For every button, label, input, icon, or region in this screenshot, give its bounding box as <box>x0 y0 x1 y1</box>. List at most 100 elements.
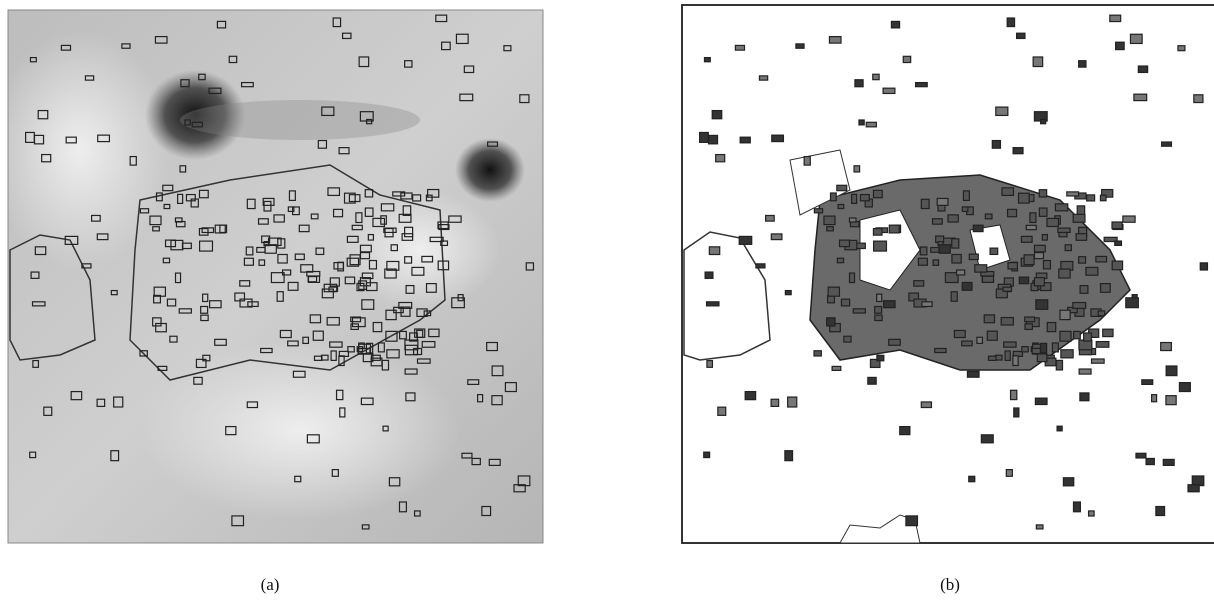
region-cell <box>954 330 965 337</box>
region-cell <box>1005 351 1010 360</box>
region-cell <box>841 299 849 306</box>
region-cell <box>1138 66 1147 72</box>
region-cell <box>707 302 719 306</box>
region-cell <box>935 348 946 352</box>
region-cell <box>1194 95 1203 103</box>
region-cell <box>859 120 864 125</box>
region-cell <box>914 281 924 286</box>
region-cell <box>1001 318 1013 325</box>
region-cell <box>829 37 841 44</box>
region-cell <box>1079 61 1086 67</box>
region-cell <box>1087 195 1095 201</box>
region-cell <box>740 137 750 143</box>
region-cell <box>1179 383 1190 392</box>
region-cell <box>1123 216 1135 222</box>
region-cell <box>1092 359 1105 363</box>
region-cell <box>977 337 983 343</box>
region-cell <box>759 76 767 80</box>
region-cell <box>771 234 782 240</box>
region-cell <box>982 276 993 282</box>
region-cell <box>1034 245 1045 252</box>
region-cell <box>875 315 882 320</box>
region-cell <box>1025 317 1035 322</box>
region-cell <box>1130 34 1142 43</box>
region-cell <box>844 336 851 342</box>
region-cell <box>1146 458 1154 464</box>
region-cell <box>1073 502 1080 512</box>
region-cell <box>1110 15 1121 21</box>
region-cell <box>990 248 998 254</box>
region-cell <box>962 207 968 211</box>
region-cell <box>1103 329 1113 336</box>
region-cell <box>1026 225 1036 229</box>
region-cell <box>1024 255 1034 265</box>
region-cell <box>832 366 841 370</box>
region-cell <box>1022 347 1028 352</box>
region-cell <box>981 435 993 443</box>
region-cell <box>973 225 983 231</box>
region-cell <box>1056 360 1062 370</box>
region-cell <box>1036 300 1048 309</box>
region-cell <box>785 451 793 461</box>
region-cell <box>1040 343 1046 353</box>
region-cell <box>1039 208 1047 216</box>
region-cell <box>1008 263 1017 269</box>
region-cell <box>1100 195 1106 201</box>
region-cell <box>700 132 709 142</box>
region-cell <box>920 247 927 255</box>
region-cell <box>957 270 965 275</box>
region-cell <box>1002 188 1013 196</box>
region-cell <box>877 294 882 301</box>
region-cell <box>704 452 710 457</box>
region-cell <box>868 377 876 384</box>
region-cell <box>860 195 869 201</box>
region-cell <box>1142 380 1153 385</box>
region-cell <box>1059 269 1070 278</box>
region-cell <box>1033 57 1043 67</box>
region-cell <box>873 229 882 236</box>
region-cell <box>814 351 821 356</box>
region-cell <box>889 225 899 233</box>
region-cell <box>1096 256 1107 262</box>
region-cell <box>1134 94 1147 100</box>
page: (a) (b) (() => { const data = JSON.parse… <box>0 0 1214 600</box>
region-cell <box>1007 18 1014 27</box>
region-cell <box>840 240 850 247</box>
region-cell <box>874 241 887 251</box>
region-cell <box>735 45 744 50</box>
region-cell <box>1152 395 1157 402</box>
region-cell <box>1065 245 1071 251</box>
region-cell <box>1019 193 1030 203</box>
region-cell <box>837 258 843 262</box>
region-cell <box>1060 331 1071 341</box>
region-cell <box>1043 261 1050 269</box>
region-cell <box>739 236 751 244</box>
region-cell <box>827 318 835 326</box>
region-cell <box>939 245 950 253</box>
region-cell <box>1047 323 1055 332</box>
region-cell <box>866 122 876 127</box>
region-cell <box>1067 192 1079 196</box>
region-cell <box>1034 253 1043 259</box>
region-cell <box>962 282 972 290</box>
region-cell <box>1096 342 1109 348</box>
region-cell <box>1115 241 1122 245</box>
region-cell <box>1136 453 1146 458</box>
region-cell <box>1076 234 1086 241</box>
region-cell <box>1008 209 1017 216</box>
region-cell <box>1074 331 1081 338</box>
region-cell <box>1086 267 1098 275</box>
region-cell <box>873 74 879 79</box>
region-cell <box>948 215 958 222</box>
region-cell <box>1163 459 1174 465</box>
region-cell <box>854 166 860 172</box>
region-cell <box>814 209 822 213</box>
region-cell <box>1080 393 1089 401</box>
region-cell <box>853 309 865 313</box>
region-cell <box>952 254 961 263</box>
region-cell <box>705 272 713 278</box>
region-cell <box>1052 343 1058 352</box>
region-cell <box>712 111 722 119</box>
region-cell <box>1034 278 1044 286</box>
region-cell <box>1055 204 1067 211</box>
